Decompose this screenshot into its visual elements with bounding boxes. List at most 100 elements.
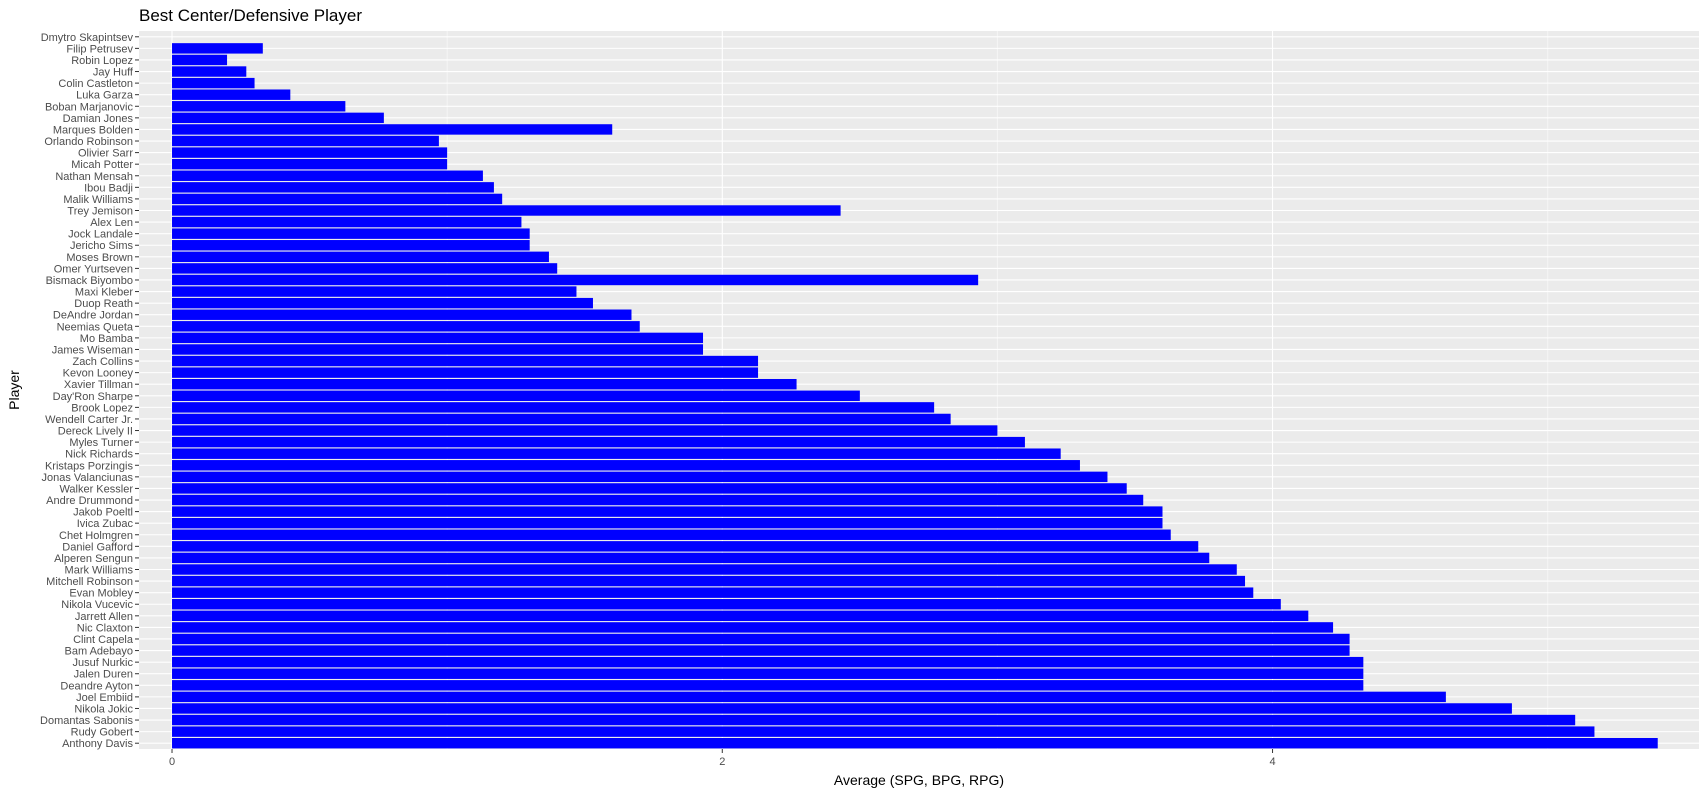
- bar: [172, 321, 640, 332]
- bar: [172, 575, 1246, 587]
- y-tick-label: Jericho Sims: [70, 240, 133, 252]
- x-axis-title: Average (SPG, BPG, RPG): [834, 772, 1004, 788]
- y-tick-label: Mitchell Robinson: [46, 576, 133, 588]
- y-tick-label: Micah Potter: [71, 159, 133, 171]
- y-tick-label: Deandre Ayton: [60, 680, 133, 692]
- bar: [172, 240, 530, 251]
- y-tick-label: Evan Mobley: [69, 588, 133, 600]
- y-tick-label: Trey Jemison: [67, 206, 133, 218]
- bar: [172, 228, 530, 239]
- y-tick-label: Alperen Sengun: [54, 553, 133, 565]
- y-tick-label: Orlando Robinson: [44, 136, 133, 148]
- y-tick-label: Colin Castleton: [58, 78, 133, 90]
- bar: [172, 610, 1309, 622]
- y-tick-label: Kristaps Porzingis: [45, 460, 134, 472]
- y-tick-label: Kevon Looney: [63, 368, 134, 380]
- y-tick-label: Ivica Zubac: [77, 518, 134, 530]
- bar: [172, 390, 860, 402]
- bar: [172, 691, 1446, 703]
- y-tick-label: Neemias Queta: [57, 321, 134, 333]
- bar: [172, 703, 1512, 714]
- bar: [172, 205, 841, 216]
- bar: [172, 541, 1199, 552]
- bar: [172, 460, 1080, 471]
- bar: [172, 529, 1171, 540]
- bar: [172, 471, 1108, 483]
- bar: [172, 101, 346, 112]
- bar: [172, 89, 291, 100]
- bar: [172, 158, 448, 170]
- bar: [172, 378, 797, 390]
- bar: [172, 506, 1163, 517]
- bar: [172, 402, 935, 413]
- bar: [172, 216, 522, 228]
- x-tick-label: 2: [719, 756, 725, 768]
- y-tick-label: Daniel Gafford: [62, 541, 133, 553]
- bar: [172, 367, 759, 378]
- bar: [172, 564, 1237, 575]
- bar: [172, 54, 228, 66]
- y-tick-label: Wendell Carter Jr.: [45, 414, 133, 426]
- y-tick-label: Nick Richards: [65, 449, 133, 461]
- y-tick-label: Dereck Lively II: [58, 426, 133, 438]
- y-tick-label: Mark Williams: [65, 565, 134, 577]
- bar: [172, 587, 1254, 598]
- y-tick-label: Rudy Gobert: [71, 727, 133, 739]
- y-tick-label: Jusuf Nurkic: [72, 657, 133, 669]
- y-tick-label: Maxi Kleber: [75, 287, 133, 299]
- y-tick-label: Nikola Jokic: [74, 703, 133, 715]
- y-tick-label: Moses Brown: [66, 252, 133, 264]
- bar: [172, 147, 448, 158]
- y-tick-label: Marques Bolden: [53, 124, 133, 136]
- y-tick-label: Luka Garza: [76, 90, 134, 102]
- y-tick-label: Andre Drummond: [46, 495, 133, 507]
- y-tick-label: Walker Kessler: [59, 483, 133, 495]
- x-axis: 0 2 4: [169, 749, 1276, 768]
- y-tick-label: Domantas Sabonis: [40, 715, 133, 727]
- bar: [172, 332, 704, 344]
- bar: [172, 193, 503, 205]
- y-tick-label: Omer Yurtseven: [54, 263, 133, 275]
- bar: [172, 112, 384, 124]
- x-tick-label: 0: [169, 756, 175, 768]
- chart-title: Best Center/Defensive Player: [139, 6, 362, 25]
- y-tick-label: Jay Huff: [93, 67, 134, 79]
- bar: [172, 135, 439, 147]
- y-tick-label: Xavier Tillman: [64, 379, 133, 391]
- y-tick-label: Jarrett Allen: [75, 611, 133, 623]
- bar: [172, 714, 1576, 726]
- bar-layer: [172, 43, 1658, 749]
- y-tick-label: Clint Capela: [73, 634, 134, 646]
- y-tick-label: Malik Williams: [63, 194, 133, 206]
- y-tick-label: Jakob Poeltl: [73, 507, 133, 519]
- y-tick-label: Myles Turner: [69, 437, 133, 449]
- bar: [172, 483, 1127, 494]
- bar: [172, 656, 1364, 668]
- y-tick-label: Jock Landale: [68, 229, 133, 241]
- bar: [172, 182, 494, 193]
- y-tick-label: Duop Reath: [74, 298, 133, 310]
- y-tick-label: Ibou Badji: [84, 182, 133, 194]
- bar: [172, 297, 593, 309]
- y-tick-label: Filip Petrusev: [66, 43, 133, 55]
- bar: [172, 552, 1210, 564]
- bar: [172, 599, 1281, 610]
- bar: [172, 66, 247, 77]
- y-tick-label: Nathan Mensah: [55, 171, 133, 183]
- y-tick-label: Damian Jones: [63, 113, 134, 125]
- y-tick-label: James Wiseman: [52, 344, 133, 356]
- bar: [172, 448, 1061, 459]
- bar: [172, 170, 483, 181]
- bar: [172, 517, 1163, 529]
- bar: [172, 274, 979, 286]
- bar: [172, 622, 1334, 633]
- y-tick-label: Brook Lopez: [71, 402, 133, 414]
- y-tick-label: Joel Embiid: [76, 692, 133, 704]
- y-tick-label: Alex Len: [90, 217, 133, 229]
- bar: [172, 77, 255, 89]
- bar: [172, 344, 704, 355]
- bar: [172, 43, 263, 54]
- y-tick-label: DeAndre Jordan: [53, 310, 133, 322]
